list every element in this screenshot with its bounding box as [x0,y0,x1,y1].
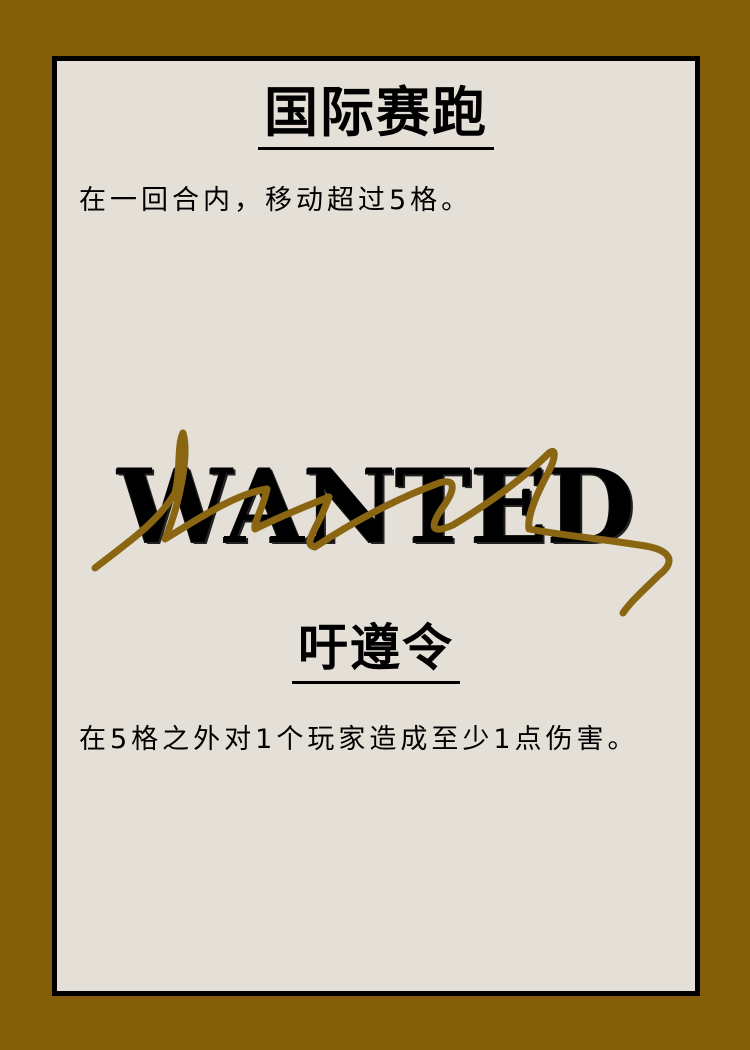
card-title-block: 国际赛跑 [57,81,695,151]
card-description: 在一回合内，移动超过5格。 [79,185,473,216]
card-title: 国际赛跑 [258,81,494,151]
card-objective: 在5格之外对1个玩家造成至少1点伤害。 [79,724,639,755]
card-subtitle-block: 吁遵令 [57,619,695,684]
card-subtitle: 吁遵令 [292,619,460,684]
wanted-card[interactable]: 国际赛跑 在一回合内，移动超过5格。 WANTED 吁遵令 在5格之外对1个玩家… [52,56,700,996]
wanted-stamp: WANTED [117,447,636,567]
